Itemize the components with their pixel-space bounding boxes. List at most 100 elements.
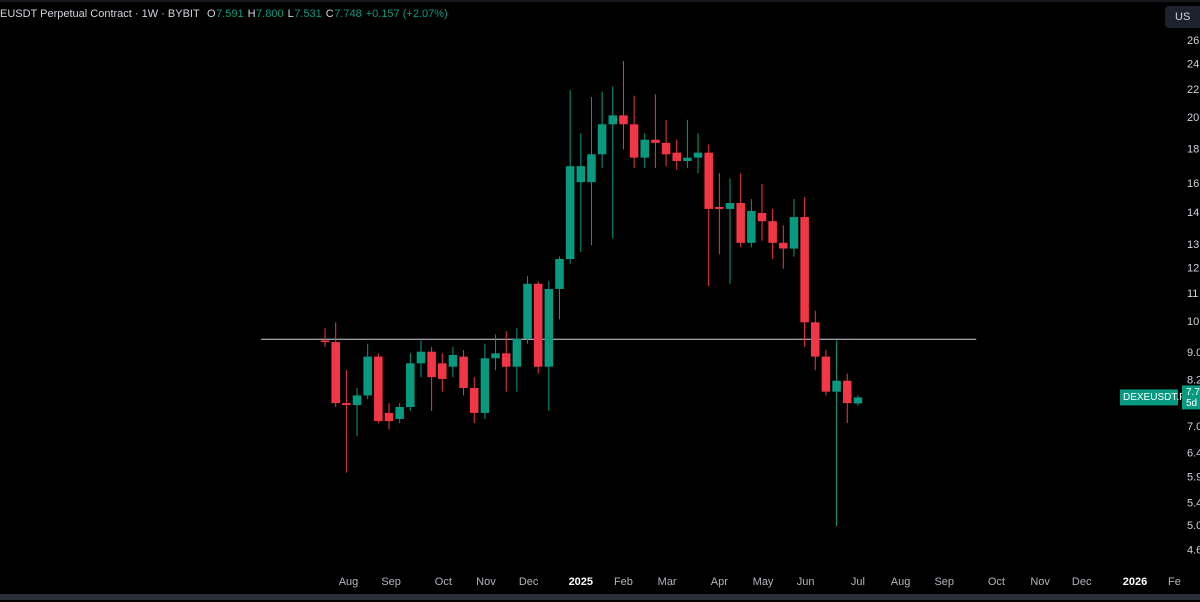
x-tick-label: Dec [1072,576,1092,588]
candle-body [469,387,479,413]
candle-body [693,152,703,158]
x-tick-label: Aug [339,576,359,588]
candle-body [832,380,841,392]
x-tick-label: Oct [435,576,452,588]
candle-body [811,322,820,357]
candle-body [853,397,863,404]
price-tag-value-bg [1182,385,1200,410]
x-tick-label: Fe [1168,576,1181,588]
candle-body [448,354,458,367]
candle-body [331,342,340,404]
y-tick-label: 18 [1187,143,1199,155]
candle-body [587,154,596,183]
y-tick-label: 16 [1187,178,1199,190]
y-tick-label: 5.9 [1187,471,1200,483]
x-tick-label: Nov [1030,576,1050,588]
y-tick-label: 8.2 [1187,375,1200,387]
candle-body [821,356,831,392]
price-tag-countdown: 5d [1186,398,1197,409]
candle-body [544,288,554,367]
candle-body [384,412,394,422]
candle-body [363,356,372,396]
x-tick-label: Nov [476,576,496,588]
y-tick-label: 22 [1187,84,1199,96]
candle-body [565,166,575,260]
candle-body [395,406,404,419]
legend-close-label: C [326,8,334,20]
x-tick-label: Dec [519,576,539,588]
legend-high-label: H [248,8,256,20]
x-tick-label: Mar [658,576,677,588]
y-tick-label: 6.4 [1187,448,1200,460]
candle-body [842,380,852,404]
candle-body [523,283,532,339]
x-tick-label: Aug [891,576,911,588]
candle-body [757,212,767,222]
candle-body [640,139,650,158]
candle-body [480,358,490,413]
candle-body [501,353,511,367]
legend-open-label: O [207,8,216,20]
legend-change: +0.157 (+2.07%) [366,8,448,20]
y-tick-label: 5.0 [1187,520,1200,532]
y-tick-label: 7.0 [1187,421,1200,433]
x-tick-label: Oct [988,576,1005,588]
candle-body [512,338,522,367]
candle-body [619,115,628,125]
price-tag-bg [1120,389,1178,406]
legend-open: 7.591 [216,8,244,20]
candle-body [459,356,468,388]
candle-body [629,124,639,158]
candle-body [715,206,724,209]
candle-body [406,363,415,407]
y-tick-label: 24 [1187,59,1199,71]
candle-body [672,152,681,162]
candle-body [747,210,756,243]
y-tick-label: 9.0 [1187,347,1200,359]
candle-body [576,166,586,183]
candle-body [725,202,735,209]
candle-body [438,363,447,379]
candle-body [555,259,564,289]
legend-high: 7.800 [256,8,284,20]
candle-body [608,115,618,125]
candle-body [661,142,671,155]
y-tick-label: 26 [1187,35,1199,47]
candle-body [374,356,383,422]
candle-body [779,242,788,249]
x-tick-label: Sep [381,576,401,588]
price-tag-symbol: DEXEUSDT.P [1123,392,1186,403]
y-tick-label: 5.4 [1187,498,1200,510]
candle-body [768,221,777,243]
legend-close: 7.748 [334,8,362,20]
ohlc-legend: O 7.591 H 7.800 L 7.531 C 7.748 +0.157 (+2.07%) [207,8,448,20]
y-tick-label: 13 [1187,239,1199,251]
legend-low-label: L [288,8,294,20]
y-tick-label: 20 [1187,112,1199,124]
y-tick-label: 12 [1187,263,1199,275]
candle-body [491,353,500,359]
y-tick-label: 4.6 [1187,545,1200,557]
candle-body [597,124,607,155]
x-tick-label: 2026 [1123,576,1147,588]
x-tick-label: 2025 [569,576,593,588]
currency-button-bg[interactable] [1165,6,1200,28]
legend-low: 7.531 [294,8,322,20]
candle-body [800,217,809,323]
currency-button[interactable]: US [1175,11,1190,23]
x-tick-label: Jul [851,576,865,588]
x-tick-label: Feb [614,576,633,588]
y-tick-label: 14 [1187,207,1199,219]
candle-body [427,351,436,378]
candle-body [651,139,660,143]
y-tick-label: 10 [1187,316,1199,328]
candle-body [736,202,745,243]
x-tick-label: Sep [934,576,954,588]
candle-body [683,157,692,162]
candle-body [416,351,426,364]
candle-body [533,283,543,367]
candle-body [704,152,713,209]
x-tick-label: Apr [711,576,728,588]
candle-body [320,340,330,343]
